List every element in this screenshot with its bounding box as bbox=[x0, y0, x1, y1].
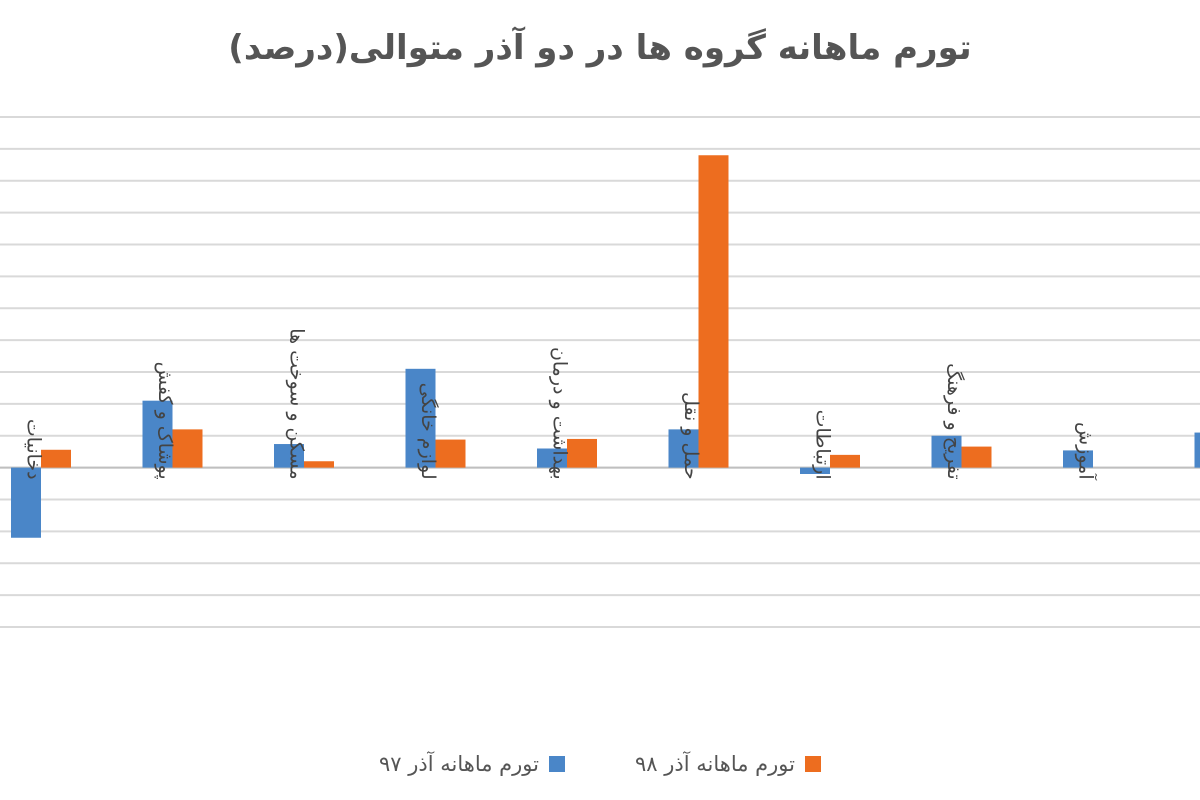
bar-series-1-cat-5 bbox=[698, 155, 729, 468]
bar-series-1-cat-4 bbox=[567, 438, 597, 468]
category-label: پوشاک و کفش bbox=[154, 362, 176, 480]
legend-item-series-1: تورم ماهانه آذر ۹۸ bbox=[635, 752, 821, 776]
grid-layer bbox=[0, 116, 1200, 628]
bar-series-0-cat-1 bbox=[142, 400, 173, 468]
legend-label-series-1: تورم ماهانه آذر ۹۸ bbox=[635, 752, 795, 776]
bar-series-0-cat-2 bbox=[274, 444, 304, 468]
bar-series-0-cat-5 bbox=[668, 429, 699, 468]
bar-series-1-cat-0 bbox=[41, 449, 71, 468]
bar-series-1-cat-1 bbox=[172, 429, 203, 468]
category-label: بهداشت و درمان bbox=[549, 347, 571, 480]
category-label: حمل و نقل bbox=[680, 392, 702, 480]
bar-series-0-cat-3 bbox=[405, 368, 436, 468]
bar-series-0-cat-6 bbox=[800, 467, 830, 474]
bar-series-1-cat-7 bbox=[961, 446, 992, 468]
legend: تورم ماهانه آذر ۹۸ تورم ماهانه آذر ۹۷ bbox=[0, 752, 1200, 776]
category-label: ارتباطات bbox=[812, 410, 834, 480]
bar-series-0-cat-7 bbox=[931, 435, 962, 468]
category-label: تفریح و فرهنگ bbox=[943, 363, 965, 480]
category-label: مسکن و سوخت ها bbox=[286, 328, 308, 479]
chart-title: تورم ماهانه گروه ها در دو آذر متوالی(درص… bbox=[228, 28, 972, 68]
bar-series-0-cat-4 bbox=[537, 448, 567, 468]
category-labels: دخانیات پوشاک و کفش مسکن و سوخت ها لوازم خا… bbox=[23, 328, 1099, 480]
legend-label-series-0: تورم ماهانه آذر ۹۷ bbox=[379, 752, 539, 776]
bar-series-1-cat-2 bbox=[304, 461, 334, 468]
category-label: لوازم خانگی bbox=[417, 383, 440, 480]
bar-series-1-cat-6 bbox=[830, 454, 860, 468]
legend-swatch-series-1 bbox=[804, 756, 821, 772]
category-label: دخانیات bbox=[23, 419, 45, 480]
category-label: آموزش bbox=[1075, 422, 1099, 480]
bar-series-0-cat-9 bbox=[1194, 432, 1200, 468]
bars-layer bbox=[11, 155, 1200, 538]
bar-series-0-cat-8 bbox=[1063, 450, 1093, 468]
legend-item-series-0: تورم ماهانه آذر ۹۷ bbox=[379, 752, 565, 776]
bar-series-0-cat-0 bbox=[11, 467, 41, 538]
legend-swatch-series-0 bbox=[549, 756, 565, 772]
bar-series-1-cat-3 bbox=[435, 439, 466, 468]
